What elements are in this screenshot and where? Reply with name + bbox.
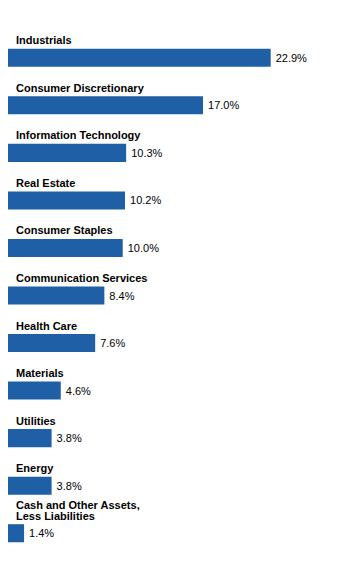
- svg-text:7.6%: 7.6%: [100, 337, 125, 349]
- svg-text:3.8%: 3.8%: [57, 432, 82, 444]
- svg-text:10.0%: 10.0%: [128, 242, 159, 254]
- svg-text:17.0%: 17.0%: [208, 99, 239, 111]
- svg-text:22.9%: 22.9%: [276, 52, 307, 64]
- svg-text:Cash and Other Assets,: Cash and Other Assets,: [16, 498, 140, 511]
- svg-text:Materials: Materials: [16, 367, 64, 379]
- svg-text:Energy: Energy: [16, 462, 54, 474]
- svg-text:10.3%: 10.3%: [131, 147, 162, 159]
- svg-text:Communication Services: Communication Services: [16, 272, 147, 284]
- svg-text:3.8%: 3.8%: [57, 480, 82, 492]
- svg-text:Information Technology: Information Technology: [16, 129, 141, 141]
- svg-text:Health Care: Health Care: [16, 320, 77, 332]
- svg-text:1.4%: 1.4%: [29, 527, 54, 539]
- svg-text:Consumer Staples: Consumer Staples: [16, 224, 113, 236]
- svg-text:10.2%: 10.2%: [130, 194, 161, 206]
- svg-text:4.6%: 4.6%: [66, 385, 91, 397]
- svg-text:Utilities: Utilities: [16, 415, 56, 427]
- svg-text:8.4%: 8.4%: [109, 290, 134, 302]
- svg-text:Less Liabilities: Less Liabilities: [16, 510, 95, 522]
- svg-text:Consumer Discretionary: Consumer Discretionary: [16, 82, 145, 94]
- svg-text:Industrials: Industrials: [16, 34, 72, 46]
- svg-text:Real Estate: Real Estate: [16, 177, 75, 189]
